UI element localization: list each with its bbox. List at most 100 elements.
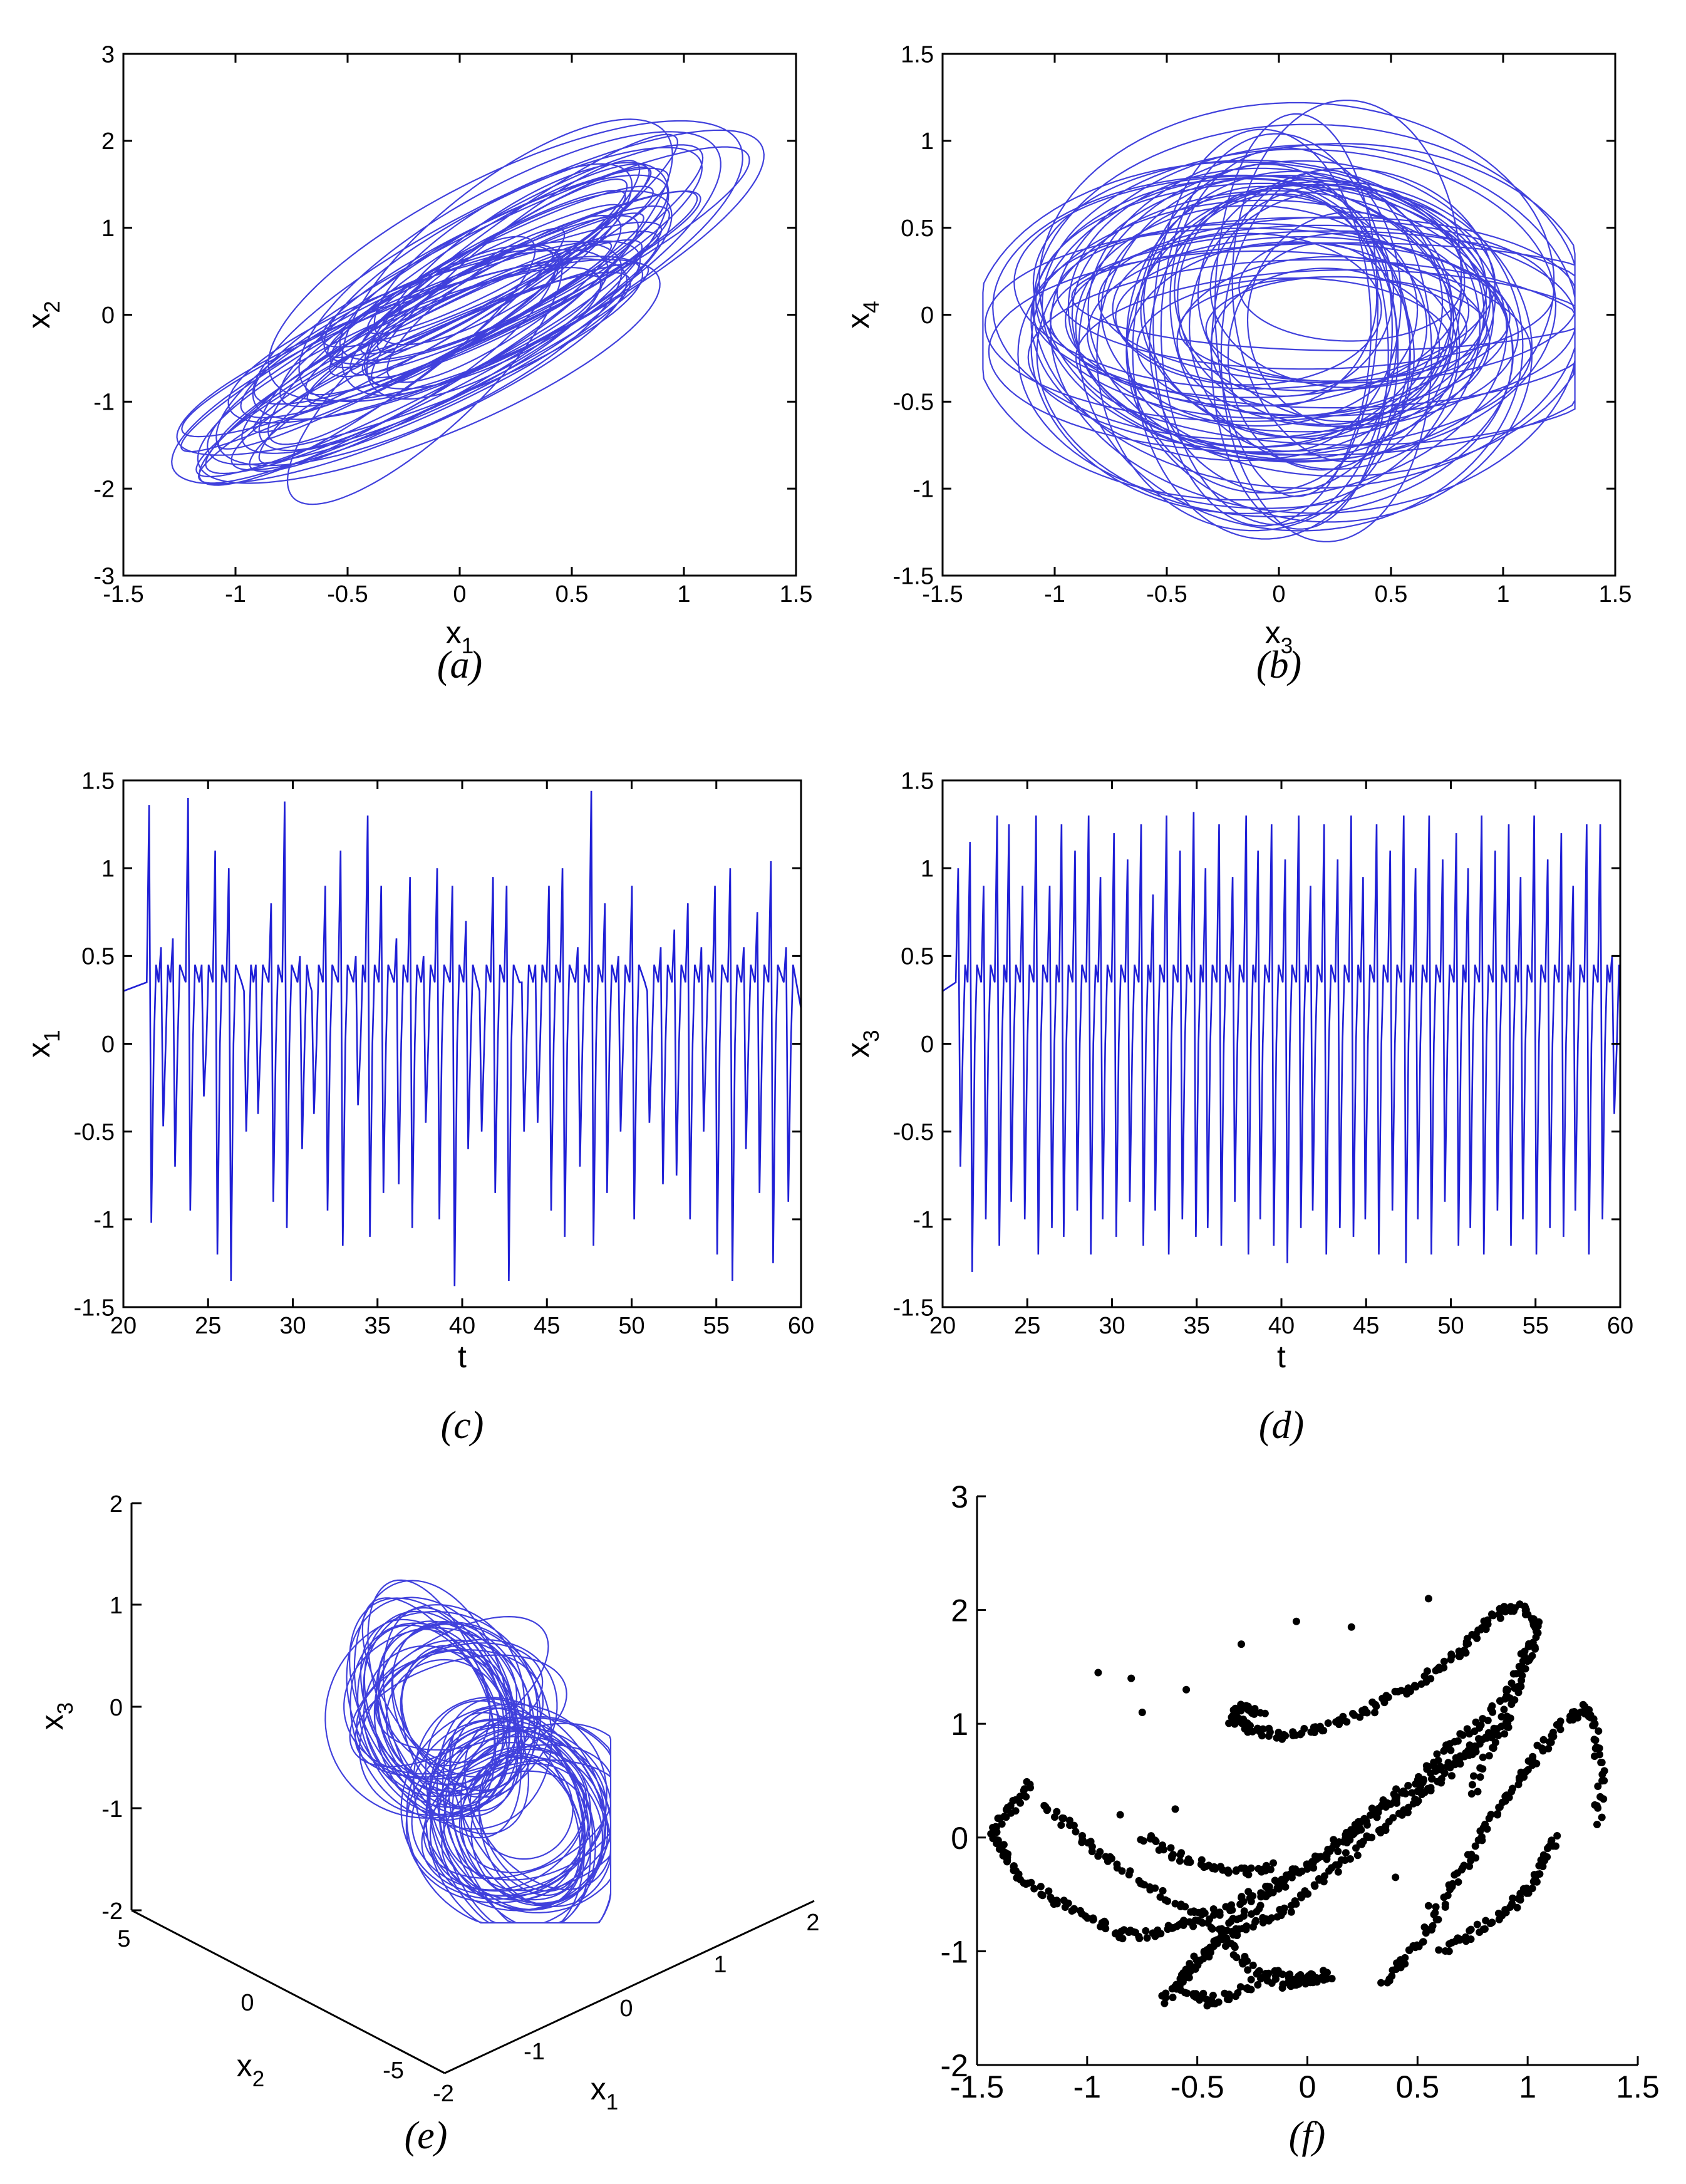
section-point	[1194, 1908, 1202, 1917]
y-tick-label: -1	[93, 390, 115, 416]
section-point	[1479, 1715, 1487, 1723]
section-point	[1209, 1999, 1217, 2007]
time-series-line	[942, 812, 1621, 1272]
section-point	[1342, 1831, 1350, 1839]
plot-area-a	[171, 118, 765, 505]
section-point	[1334, 1868, 1342, 1876]
section-point	[1513, 1903, 1521, 1912]
section-point	[993, 1828, 1001, 1836]
section-point	[1502, 1719, 1510, 1727]
section-point	[1368, 1698, 1377, 1706]
y-axis-label-main: x	[237, 2048, 252, 2083]
section-point	[1476, 1773, 1484, 1781]
section-point	[1591, 1744, 1600, 1752]
section-point	[1600, 1795, 1608, 1803]
section-point	[1296, 1971, 1305, 1979]
panel-caption-f: (f)	[1289, 2114, 1326, 2157]
x-tick-label: -1	[1044, 581, 1065, 608]
section-point	[1239, 1898, 1248, 1906]
section-point	[1462, 1638, 1471, 1646]
section-point	[1172, 1980, 1181, 1989]
section-point	[1548, 1836, 1556, 1845]
y-tick-label: 0.5	[901, 944, 934, 970]
y-axis-label: x2	[21, 301, 65, 328]
section-point	[1543, 1853, 1551, 1861]
section-point	[1208, 1925, 1216, 1933]
panel-caption-a: (a)	[437, 644, 482, 686]
section-point	[1444, 1892, 1452, 1900]
section-point	[1275, 1729, 1283, 1737]
x-tick-label: 25	[1014, 1313, 1040, 1339]
y-tick-label: 3	[101, 41, 115, 68]
section-point	[1275, 1885, 1283, 1893]
section-point	[1598, 1813, 1606, 1821]
y-tick-label: -1	[913, 476, 934, 502]
section-point	[1448, 1883, 1456, 1891]
section-point	[1415, 1773, 1422, 1781]
y-tick-label: 3	[951, 1479, 968, 1514]
section-point	[1186, 1858, 1194, 1866]
section-point	[1523, 1884, 1531, 1892]
x-tick-label: 45	[1353, 1313, 1379, 1339]
section-point	[1291, 1897, 1299, 1905]
section-point	[1143, 1934, 1151, 1942]
section-point	[1287, 1908, 1295, 1916]
section-point	[1489, 1744, 1497, 1752]
y-tick-label: -5	[383, 2057, 404, 2084]
section-point	[1304, 1890, 1312, 1898]
section-point	[1278, 1970, 1286, 1979]
section-point	[1432, 1903, 1440, 1911]
plot-area-d	[942, 812, 1621, 1272]
section-point	[1236, 1705, 1244, 1714]
section-point	[1488, 1610, 1496, 1618]
section-point	[1388, 1972, 1396, 1980]
x-tick-label: -2	[433, 2081, 454, 2107]
section-point	[1060, 1814, 1068, 1823]
section-point	[1264, 1732, 1273, 1740]
y-axis-label-main: x	[21, 313, 56, 329]
section-point	[1278, 1984, 1286, 1992]
section-point	[1598, 1777, 1606, 1785]
section-point	[1280, 1904, 1288, 1912]
y-axis-label: x4	[840, 301, 884, 328]
section-point	[1428, 1774, 1436, 1783]
section-point	[1199, 1919, 1206, 1927]
section-point	[1456, 1730, 1464, 1738]
section-point	[1487, 1705, 1495, 1713]
y-tick-label: 0.5	[901, 215, 934, 242]
section-point	[1347, 1623, 1355, 1631]
section-point	[1424, 1595, 1432, 1603]
y-tick-label: -1	[93, 1207, 115, 1233]
section-point	[1589, 1722, 1597, 1729]
section-point	[1552, 1842, 1559, 1850]
section-point	[1477, 1721, 1485, 1729]
section-point	[995, 1845, 1003, 1853]
section-point	[1323, 1969, 1331, 1977]
y-tick-label: 1.5	[901, 41, 934, 68]
y-tick-label: -3	[93, 563, 115, 589]
section-point	[1359, 1838, 1367, 1846]
section-point	[1057, 1821, 1065, 1829]
x-tick-label: 0	[1299, 2069, 1316, 2104]
section-point	[1595, 1727, 1603, 1735]
x-tick-label: 1.5	[1599, 581, 1632, 608]
section-point	[1401, 1954, 1409, 1962]
section-point	[1078, 1838, 1086, 1846]
section-point	[1371, 1709, 1378, 1717]
y-tick-label: -0.5	[893, 390, 934, 416]
section-point	[1511, 1696, 1519, 1704]
section-point	[998, 1820, 1006, 1828]
section-point	[1164, 1897, 1172, 1905]
section-point	[1328, 1975, 1336, 1983]
y-tick-label: -2	[93, 476, 115, 502]
section-point	[1118, 1867, 1126, 1875]
x-tick-label: 55	[703, 1313, 730, 1339]
section-point	[1414, 1797, 1422, 1805]
x-tick-label: 25	[195, 1313, 221, 1339]
section-point	[1292, 1981, 1300, 1989]
section-point	[1360, 1814, 1368, 1823]
section-point	[1168, 1924, 1176, 1932]
x-tick-label: -1.5	[950, 2069, 1004, 2104]
section-point	[1256, 1902, 1264, 1910]
section-point	[1529, 1752, 1537, 1761]
